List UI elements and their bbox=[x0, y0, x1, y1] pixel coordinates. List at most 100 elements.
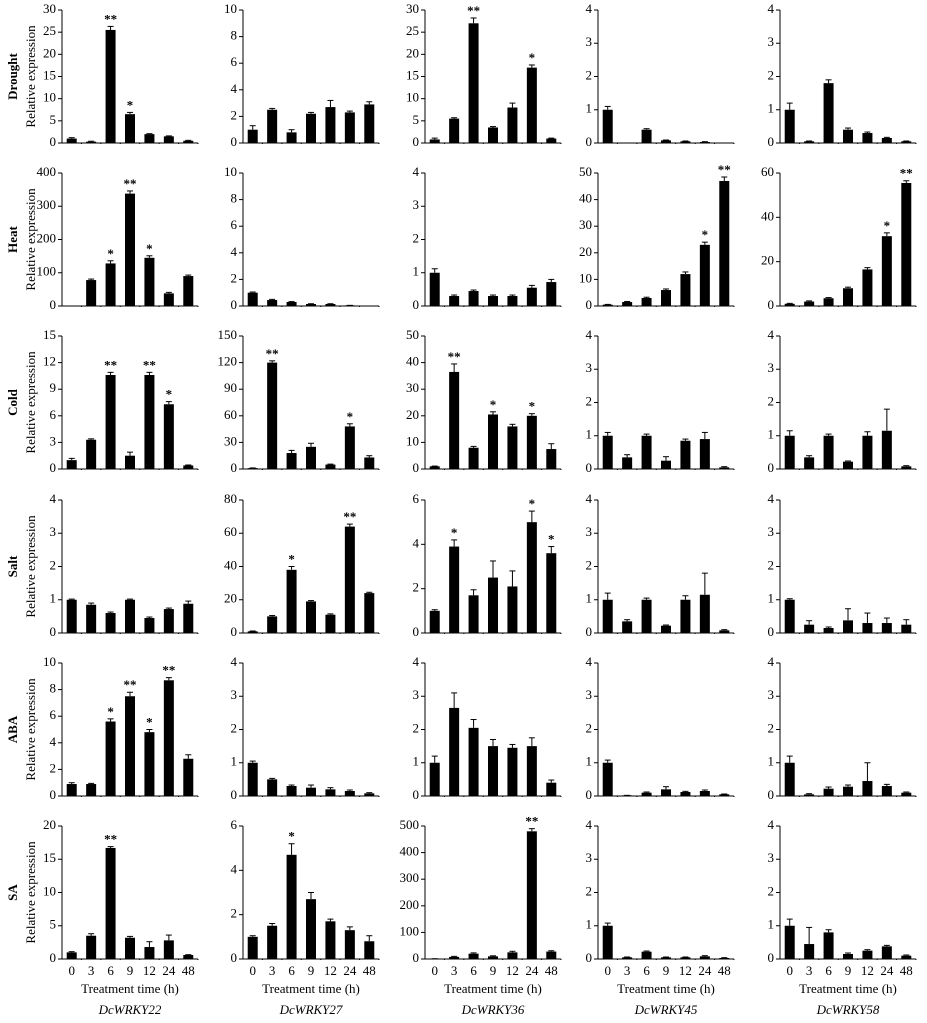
bar bbox=[364, 104, 375, 143]
x-tick-label: 9 bbox=[845, 963, 852, 978]
y-tick-label: 0 bbox=[768, 950, 775, 965]
y-tick-label: 0 bbox=[768, 134, 775, 149]
bar bbox=[901, 624, 912, 633]
bar bbox=[641, 298, 652, 306]
y-tick-label: 1 bbox=[586, 754, 593, 769]
bar bbox=[163, 609, 174, 633]
bar bbox=[105, 29, 116, 144]
y-tick-label: 3 bbox=[50, 524, 57, 539]
y-tick-label: 6 bbox=[413, 491, 420, 506]
significance: * bbox=[107, 704, 114, 719]
bar bbox=[804, 141, 815, 143]
y-tick-label: 3 bbox=[50, 433, 57, 448]
bar bbox=[183, 955, 194, 959]
bar bbox=[344, 526, 355, 633]
y-tick-label: 4 bbox=[413, 535, 420, 550]
bar bbox=[86, 280, 97, 306]
bar bbox=[247, 762, 258, 796]
y-tick-label: 1 bbox=[768, 917, 775, 932]
bar bbox=[622, 957, 633, 959]
y-tick-label: 4 bbox=[586, 817, 593, 832]
bar bbox=[144, 732, 155, 796]
bar bbox=[125, 455, 135, 469]
bar bbox=[507, 747, 518, 796]
y-tick-label: 0 bbox=[50, 297, 57, 312]
y-tick-label: 50 bbox=[406, 327, 419, 342]
x-tick-label: 9 bbox=[127, 963, 134, 978]
bar bbox=[881, 946, 892, 959]
column-label: DcWRKY58 bbox=[816, 1002, 880, 1017]
bar bbox=[719, 630, 730, 633]
y-tick-label: 4 bbox=[231, 81, 238, 96]
bar bbox=[526, 415, 537, 469]
x-tick-label: 12 bbox=[861, 963, 874, 978]
bar bbox=[286, 854, 297, 959]
bar bbox=[526, 67, 537, 143]
row-label: SA bbox=[5, 884, 20, 901]
x-tick-label: 6 bbox=[107, 963, 114, 978]
y-tick-label: 2 bbox=[231, 107, 238, 122]
y-tick-label: 20 bbox=[224, 591, 237, 606]
y-tick-label: 3 bbox=[768, 360, 775, 375]
bar bbox=[823, 788, 834, 796]
y-tick-label: 1 bbox=[768, 754, 775, 769]
y-tick-label: 4 bbox=[586, 491, 593, 506]
bar bbox=[862, 133, 873, 143]
y-tick-label: 5 bbox=[50, 917, 57, 932]
y-tick-label: 4 bbox=[231, 654, 238, 669]
bar bbox=[247, 468, 258, 469]
y-tick-label: 4 bbox=[768, 1, 775, 16]
x-tick-label: 12 bbox=[679, 963, 692, 978]
bar bbox=[449, 546, 460, 633]
y-tick-label: 3 bbox=[413, 197, 420, 212]
column-label: DcWRKY27 bbox=[279, 1002, 343, 1017]
y-tick-label: 0 bbox=[586, 460, 593, 475]
y-tick-label: 0 bbox=[50, 787, 57, 802]
bar bbox=[680, 141, 691, 143]
bar bbox=[719, 794, 730, 796]
y-tick-label: 3 bbox=[586, 524, 593, 539]
bar bbox=[784, 762, 795, 796]
y-tick-label: 200 bbox=[37, 230, 57, 245]
column-label: DcWRKY45 bbox=[634, 1002, 698, 1017]
y-tick-label: 90 bbox=[224, 380, 237, 395]
bar bbox=[286, 569, 297, 633]
y-tick-label: 30 bbox=[406, 1, 419, 16]
x-tick-label: 0 bbox=[249, 963, 256, 978]
column-label: DcWRKY36 bbox=[461, 1002, 525, 1017]
y-tick-label: 0 bbox=[586, 297, 593, 312]
bar bbox=[364, 593, 375, 633]
bar bbox=[881, 236, 892, 306]
x-tick-label: 3 bbox=[269, 963, 276, 978]
bar bbox=[344, 112, 355, 143]
bar bbox=[267, 616, 278, 633]
bar bbox=[183, 603, 194, 633]
bar bbox=[901, 182, 912, 306]
y-tick-label: 3 bbox=[413, 687, 420, 702]
bar bbox=[488, 746, 498, 796]
bar bbox=[602, 109, 613, 143]
bar bbox=[507, 586, 518, 633]
row-label: Salt bbox=[5, 555, 20, 577]
bar bbox=[488, 296, 498, 306]
bar bbox=[267, 925, 278, 959]
y-tick-label: 30 bbox=[406, 380, 419, 395]
bar bbox=[546, 449, 557, 469]
bar bbox=[699, 244, 710, 306]
y-axis-label: Relative expression bbox=[23, 515, 38, 618]
y-tick-label: 1 bbox=[413, 754, 420, 769]
y-tick-label: 0 bbox=[413, 297, 420, 312]
x-tick-label: 3 bbox=[806, 963, 813, 978]
bar bbox=[105, 613, 116, 633]
bar bbox=[622, 457, 633, 469]
y-tick-label: 60 bbox=[224, 407, 237, 422]
y-axis-label: Relative expression bbox=[23, 841, 38, 944]
bar bbox=[468, 447, 479, 469]
bar bbox=[144, 947, 155, 959]
y-tick-label: 1 bbox=[768, 427, 775, 442]
bar bbox=[325, 107, 336, 143]
y-tick-label: 30 bbox=[43, 1, 56, 16]
bar bbox=[125, 937, 135, 959]
bar bbox=[286, 786, 297, 796]
